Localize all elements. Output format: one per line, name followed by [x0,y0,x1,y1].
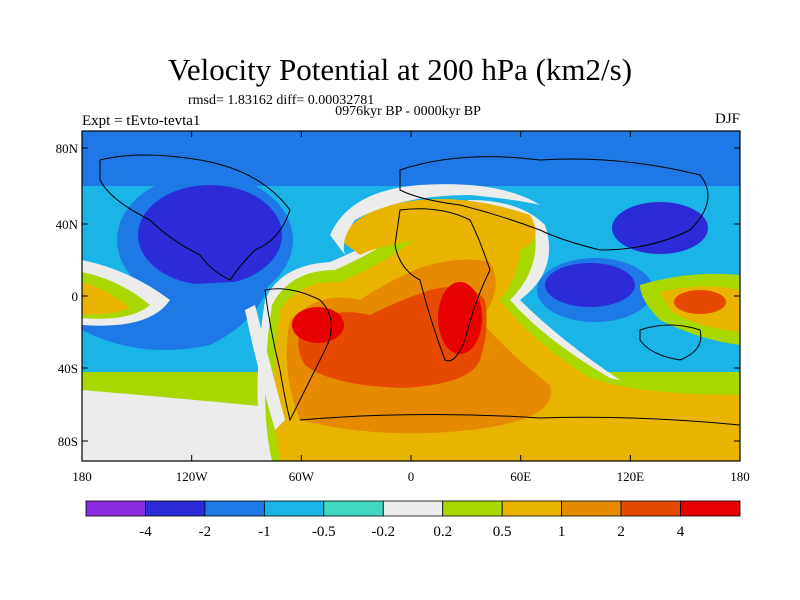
io-low-core [545,263,635,307]
med-white-band [330,184,540,255]
colorbar-label: -0.5 [312,524,336,540]
colorbar-label: -1 [258,524,271,540]
med-tongue [340,199,536,255]
south-america-outline [264,288,332,422]
stats-line: rmsd= 1.83162 diff= 0.00032781 [188,93,375,108]
africa-outline [394,208,491,362]
ep-white-strip [245,305,285,430]
lat-tick-label: 0 [72,289,79,304]
pacific-orange [82,282,130,315]
colorbar-label: -4 [139,524,152,540]
colorbar-swatch [145,500,206,517]
season-label: DJF [714,111,740,127]
experiment-label: Expt = tEvto-tevta1 [82,113,201,129]
lat-tick-label: 80S [58,434,78,449]
colorbar-swatch [263,500,325,517]
eurasia-outline [399,156,709,251]
colorbar-swatch [323,500,384,517]
axis-ticks: 80N 40N 0 40S 80S 180 120W 60W 0 60E 120E 180 [56,131,750,484]
colorbar-swatch [382,500,444,517]
australia-outline [639,324,702,361]
wp-red [674,290,726,314]
lon-tick-label: 180 [730,469,750,484]
colorbar-swatch [85,500,146,517]
contour-field [82,131,740,461]
colorbar-swatch [561,500,622,517]
lat-tick-label: 40S [58,361,78,376]
coastlines [99,154,740,426]
south-white-band [82,390,300,461]
north-america-outline [99,154,291,281]
colorbar-label: 1 [558,524,566,540]
sa-max [292,307,344,343]
colorbar-label: 0.2 [433,524,452,540]
colorbar: -4 -2 -1 -0.5 -0.2 0.2 0.5 1 2 4 [85,500,741,540]
colorbar-swatch [680,500,741,517]
nwp-low [612,202,708,254]
colorbar-swatch [501,500,563,517]
colorbar-label: 4 [677,524,685,540]
lat-tick-label: 40N [56,217,79,232]
colorbar-label: -2 [199,524,212,540]
antarctica-outline [299,413,740,426]
colorbar-label: -0.2 [371,524,395,540]
lat-tick-label: 80N [56,141,79,156]
na-low-core [138,185,282,285]
lon-tick-label: 0 [408,469,415,484]
map-title: Velocity Potential at 200 hPa (km2/s) [167,52,633,87]
colorbar-swatch [204,500,265,517]
colorbar-label: 2 [617,524,625,540]
lon-tick-label: 60E [510,469,531,484]
lon-tick-label: 120E [617,469,645,484]
period-label: 0976kyr BP - 0000kyr BP [335,104,481,119]
colorbar-swatch [620,500,681,517]
colorbar-swatch [442,500,503,517]
lon-tick-label: 180 [72,469,92,484]
lon-tick-label: 120W [176,469,209,484]
lon-tick-label: 60W [289,469,315,484]
colorbar-label: 0.5 [493,524,512,540]
africa-max [438,282,482,354]
